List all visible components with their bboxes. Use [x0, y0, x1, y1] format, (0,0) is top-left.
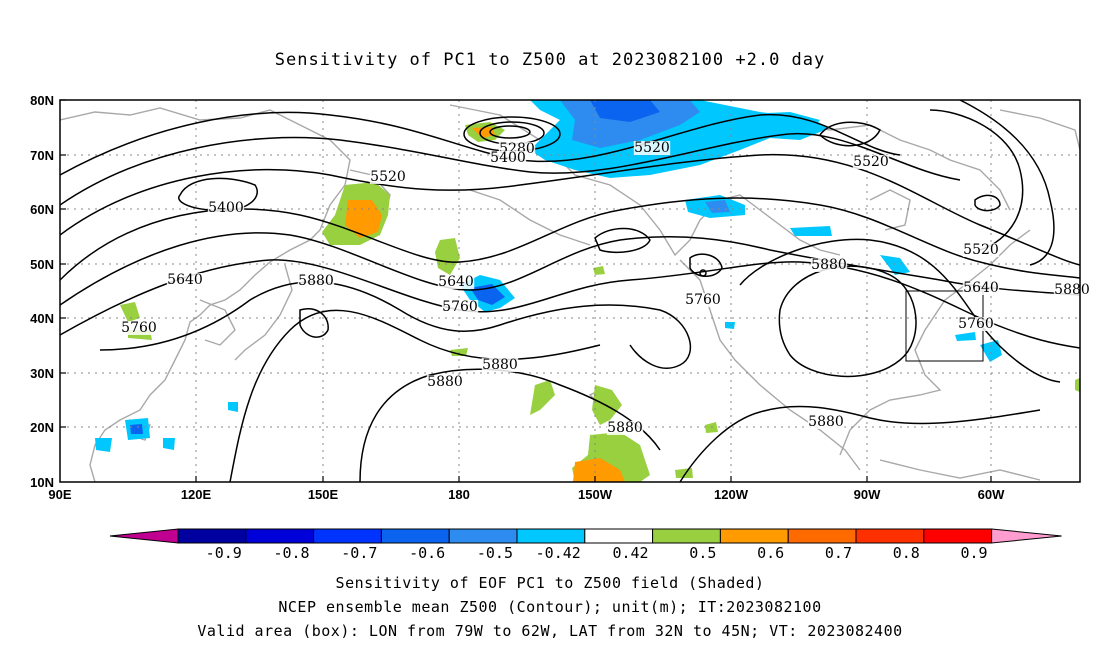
contour-label: 5760 — [685, 292, 721, 308]
colorbar-segment — [923, 528, 993, 544]
contour-label-bg — [962, 243, 1000, 257]
contour-label: 5640 — [963, 280, 999, 296]
contour-label-bg — [807, 415, 845, 429]
colorbar-label: -0.9 — [206, 544, 242, 562]
colorbar-label: 0.8 — [893, 544, 920, 562]
contour-label-bg — [207, 201, 245, 215]
contour-label-bg — [810, 258, 848, 272]
contour-label: 5520 — [634, 140, 670, 156]
lon-label-90w: 90W — [854, 487, 881, 502]
colorbar-segment — [516, 528, 586, 544]
z500-contours — [60, 100, 1080, 482]
colorbar-label: -0.5 — [477, 544, 513, 562]
contour-label-bg — [120, 321, 158, 335]
contour-label-bg — [166, 273, 204, 287]
colorbar-segment — [245, 528, 315, 544]
contour-label-bg — [297, 274, 335, 288]
lat-label-70n: 70N — [30, 148, 54, 163]
colorbar-low-extend — [109, 528, 179, 544]
colorbar-segment — [177, 528, 247, 544]
colorbar-high-extend — [991, 528, 1062, 544]
contour-label: 5880 — [811, 257, 847, 273]
contour-label-bg — [369, 170, 407, 184]
contour-label: 5520 — [963, 242, 999, 258]
caption-line-3: Valid area (box): LON from 79W to 62W, L… — [197, 622, 903, 640]
axis-ticks — [60, 99, 992, 482]
colorbar-label: 0.6 — [757, 544, 784, 562]
caption-line-2: NCEP ensemble mean Z500 (Contour); unit(… — [278, 598, 822, 616]
colorbar-label: 0.42 — [612, 544, 648, 562]
plot-frame — [59, 99, 1081, 483]
contour-label-bg — [606, 421, 644, 435]
colorbar-label: -0.42 — [536, 544, 581, 562]
map-title: Sensitivity of PC1 to Z500 at 2023082100… — [274, 50, 826, 70]
contour-label-bg — [426, 375, 464, 389]
lat-label-30n: 30N — [30, 366, 54, 381]
contour-label: 5640 — [438, 274, 474, 290]
contour-label: 5400 — [490, 150, 526, 166]
contour-label: 5880 — [482, 357, 518, 373]
lon-label-90e: 90E — [48, 487, 71, 502]
contour-label: 5880 — [1054, 282, 1090, 298]
lat-label-80n: 80N — [30, 93, 54, 108]
colorbar-label: 0.9 — [961, 544, 988, 562]
colorbar-segment — [584, 528, 654, 544]
contour-label-bg — [489, 151, 527, 165]
lat-label-50n: 50N — [30, 257, 54, 272]
colorbar-segment — [719, 528, 789, 544]
contour-label-bg — [1053, 283, 1091, 297]
lon-label-180: 180 — [448, 487, 470, 502]
contour-label-bg — [481, 358, 519, 372]
colorbar-label: -0.7 — [341, 544, 377, 562]
contour-label: 5640 — [167, 272, 203, 288]
lon-label-60w: 60W — [978, 487, 1005, 502]
colorbar: -0.9 -0.8 -0.7 -0.6 -0.5 -0.42 0.42 0.5 0.6 0.7 0.… — [109, 528, 1062, 562]
lon-label-150e: 150E — [308, 487, 339, 502]
lat-label-60n: 60N — [30, 202, 54, 217]
positive-sensitivity-shading — [120, 122, 1080, 482]
contour-label: 5880 — [808, 414, 844, 430]
contour-label: 5880 — [298, 273, 334, 289]
colorbar-label: 0.7 — [825, 544, 852, 562]
lat-label-10n: 10N — [30, 475, 54, 490]
contour-label-bg — [852, 155, 890, 169]
contour-label: 5400 — [208, 200, 244, 216]
colorbar-segment — [313, 528, 382, 544]
lon-label-120e: 120E — [181, 487, 212, 502]
contour-label: 5520 — [370, 169, 406, 185]
contour-label-bg — [962, 281, 1000, 295]
contour-label: 5760 — [121, 320, 157, 336]
contour-label: 5880 — [607, 420, 643, 436]
colorbar-segment — [855, 528, 925, 544]
contour-label: 5760 — [958, 316, 994, 332]
contour-label-bg — [684, 293, 722, 307]
contour-label: 5760 — [442, 299, 478, 315]
contour-label-bg — [441, 300, 479, 314]
contour-label: 5880 — [427, 374, 463, 390]
colorbar-label: 0.5 — [689, 544, 716, 562]
contour-label: 5520 — [853, 154, 889, 170]
colorbar-label: -0.6 — [409, 544, 445, 562]
colorbar-segment — [448, 528, 518, 544]
colorbar-segment — [787, 528, 857, 544]
lat-label-40n: 40N — [30, 311, 54, 326]
lat-label-20n: 20N — [30, 420, 54, 435]
colorbar-label: -0.8 — [273, 544, 309, 562]
lon-label-120w: 120W — [714, 487, 749, 502]
contour-label-bg — [957, 317, 995, 331]
caption-line-1: Sensitivity of EOF PC1 to Z500 field (Sh… — [335, 574, 765, 592]
colorbar-segment — [380, 528, 450, 544]
contour-label-bg — [633, 141, 671, 155]
lon-label-150w: 150W — [578, 487, 613, 502]
contour-label-bg — [437, 275, 475, 289]
colorbar-segment — [652, 528, 721, 544]
